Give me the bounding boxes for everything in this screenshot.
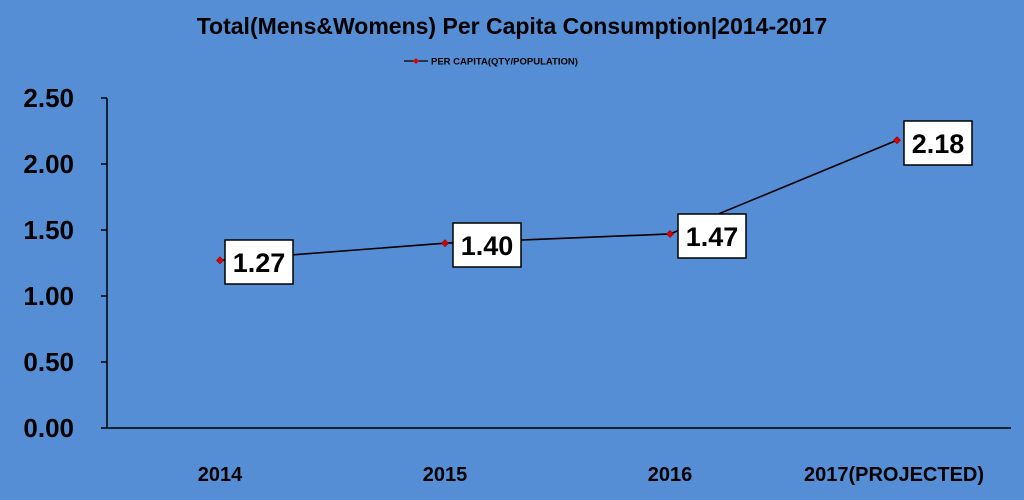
legend-marker [413, 58, 419, 64]
data-point-marker [666, 230, 674, 238]
chart-title: Total(Mens&Womens) Per Capita Consumptio… [197, 13, 828, 39]
x-tick-label: 2014 [198, 464, 243, 486]
y-tick-label: 0.00 [23, 413, 74, 443]
x-tick-label: 2016 [648, 464, 693, 486]
data-point-marker [441, 239, 449, 248]
data-point-marker [216, 256, 224, 265]
legend-label: PER CAPITA(QTY/POPULATION) [431, 57, 578, 68]
legend: PER CAPITA(QTY/POPULATION) [404, 57, 578, 68]
data-point-marker [893, 136, 901, 145]
data-label-box [224, 239, 294, 285]
y-tick-label: 2.00 [23, 149, 74, 179]
y-tick-label: 1.50 [23, 215, 74, 245]
data-label: 1.47 [686, 222, 739, 252]
data-label-box [903, 120, 973, 166]
x-tick-label: 2015 [423, 464, 468, 486]
data-label-box [452, 222, 522, 268]
x-tick-label: 2017(PROJECTED) [804, 464, 984, 486]
y-tick-label: 2.50 [23, 83, 74, 113]
y-tick-label: 0.50 [23, 347, 74, 377]
series-line [219, 139, 898, 262]
y-tick-label: 1.00 [23, 281, 74, 311]
data-label: 1.27 [233, 248, 286, 278]
axes: 0.00 0.50 1.00 1.50 2.00 2.50 2014 2015 2016 2017… [23, 83, 1011, 486]
data-label-box [677, 213, 747, 259]
plot-area: 1.27 1.40 1.47 2.18 [216, 120, 973, 285]
data-label: 2.18 [912, 129, 965, 159]
data-label: 1.40 [461, 231, 514, 261]
